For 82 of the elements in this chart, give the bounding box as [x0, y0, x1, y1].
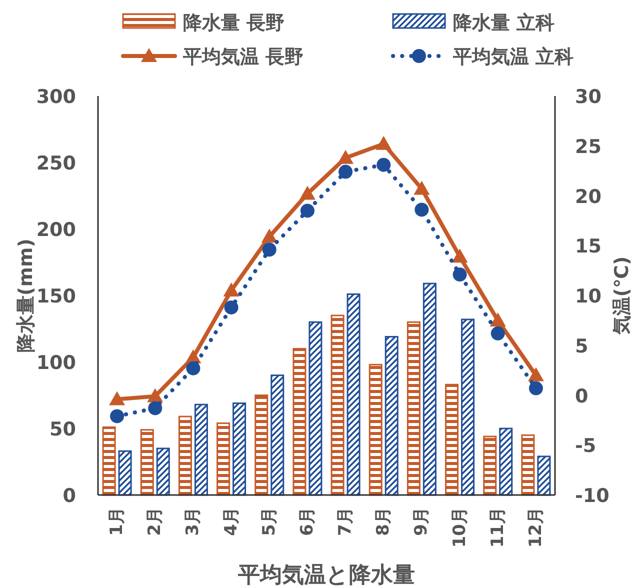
point — [186, 361, 200, 376]
bar — [140, 429, 154, 496]
point — [490, 312, 506, 326]
bar — [118, 450, 132, 496]
point — [490, 326, 505, 340]
point — [414, 202, 429, 217]
bar — [330, 314, 344, 496]
point — [452, 268, 467, 282]
x-tick-label: 11月 — [488, 507, 508, 548]
x-tick-label: 2月 — [145, 507, 166, 536]
y-tick-label: 0 — [62, 485, 76, 507]
point — [147, 388, 164, 402]
y2-tick-label: 15 — [575, 236, 602, 258]
y-tick-label: 100 — [36, 352, 76, 374]
bar — [216, 422, 230, 496]
y2-tick-label: 25 — [575, 136, 602, 158]
legend-label: 平均気温 立科 — [452, 46, 574, 68]
y2-tick-label: 30 — [575, 86, 602, 108]
bar — [178, 416, 192, 496]
bar — [308, 321, 322, 496]
y2-axis-title: 気温(℃) — [611, 256, 633, 336]
y2-tick-label: 10 — [575, 286, 602, 308]
point — [261, 228, 278, 243]
bar — [368, 364, 382, 496]
point — [528, 381, 543, 396]
point — [224, 300, 238, 314]
bar — [346, 293, 360, 496]
x-tick-label: 10月 — [450, 507, 470, 548]
bar — [406, 321, 420, 496]
y-tick-label: 300 — [36, 86, 76, 108]
point — [148, 401, 162, 416]
bar — [270, 374, 284, 496]
y-tick-label: 250 — [36, 152, 76, 174]
bar — [156, 448, 170, 496]
x-tick-label: 12月 — [526, 507, 546, 548]
point — [376, 136, 392, 150]
x-tick-label: 1月 — [107, 507, 128, 536]
x-tick-label: 5月 — [259, 507, 280, 536]
bar — [499, 428, 513, 496]
y-tick-label: 50 — [50, 418, 76, 440]
bar — [384, 336, 398, 496]
y2-tick-label: 20 — [575, 186, 602, 208]
point — [338, 164, 353, 179]
y2-tick-label: 0 — [575, 385, 588, 408]
bar — [422, 282, 436, 496]
point — [262, 242, 276, 257]
point — [452, 248, 468, 263]
x-tick-label: 4月 — [221, 507, 242, 536]
x-tick-label: 8月 — [374, 507, 394, 536]
x-tick-label: 3月 — [183, 507, 204, 536]
point — [528, 367, 544, 382]
y-tick-label: 200 — [36, 219, 76, 241]
point — [376, 158, 391, 172]
bar — [254, 394, 268, 496]
x-tick-label: 7月 — [336, 507, 356, 536]
bar — [194, 404, 208, 496]
bar — [537, 456, 551, 496]
legend-label: 降水量 立科 — [453, 12, 555, 34]
bar — [521, 434, 535, 496]
bar — [483, 436, 497, 496]
y-axis-title: 降水量(mm) — [15, 238, 37, 352]
legend-label: 平均気温 長野 — [182, 46, 304, 68]
point — [109, 391, 126, 406]
point — [300, 204, 314, 218]
point — [414, 180, 430, 195]
x-tick-label: 6月 — [297, 507, 318, 536]
y2-tick-label: -10 — [575, 485, 610, 507]
bar — [102, 426, 116, 496]
point — [338, 150, 354, 164]
y2-tick-label: 5 — [575, 335, 588, 358]
point — [299, 186, 316, 200]
bar — [445, 384, 459, 496]
bar — [232, 402, 246, 496]
text: 平均気温と降水量 — [237, 563, 415, 588]
legend-label: 降水量 長野 — [183, 12, 285, 34]
bar — [461, 318, 475, 496]
y-tick-label: 150 — [36, 286, 76, 308]
point — [223, 282, 240, 297]
x-tick-label: 9月 — [412, 507, 432, 536]
bar — [292, 348, 306, 496]
y2-tick-label: -5 — [575, 435, 596, 458]
point — [110, 409, 124, 424]
